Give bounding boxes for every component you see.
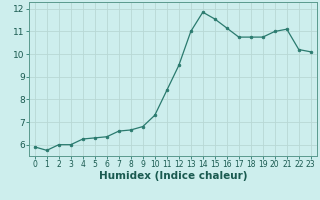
X-axis label: Humidex (Indice chaleur): Humidex (Indice chaleur) <box>99 171 247 181</box>
